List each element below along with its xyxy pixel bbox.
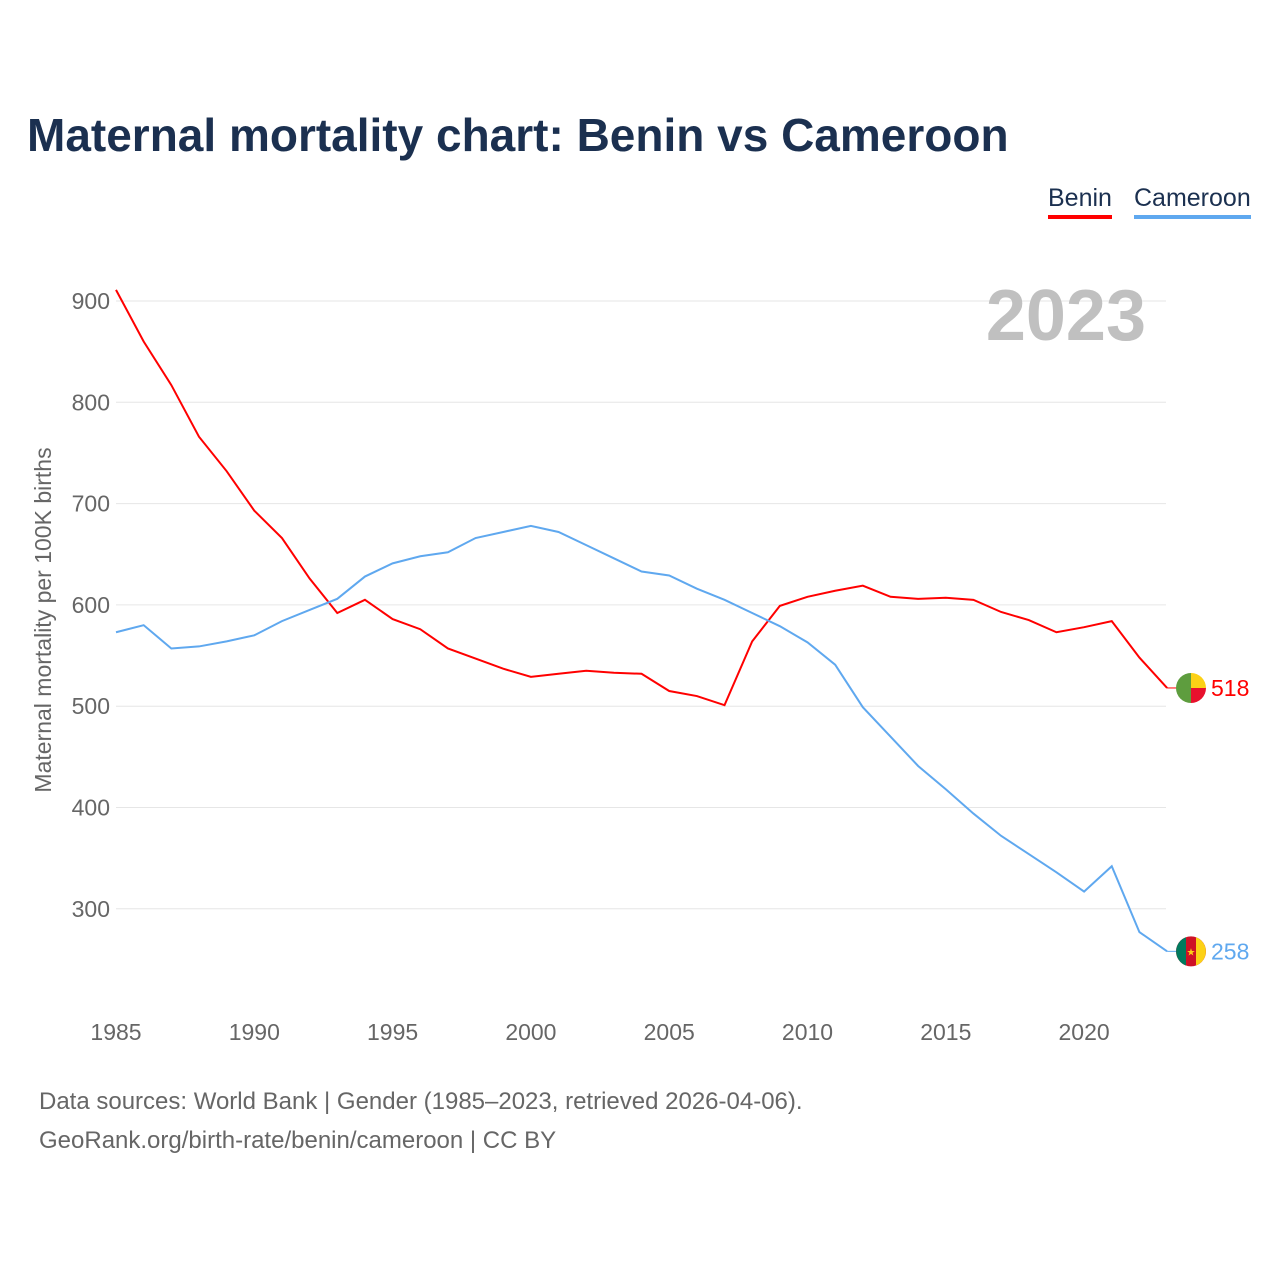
end-value-label: 518 bbox=[1211, 675, 1249, 701]
x-tick-label: 2005 bbox=[644, 1019, 695, 1045]
benin-flag-icon bbox=[1191, 687, 1206, 703]
benin-flag-icon bbox=[1176, 672, 1191, 703]
year-label: 2023 bbox=[986, 276, 1146, 356]
y-tick-label: 400 bbox=[72, 795, 110, 821]
cameroon-flag-icon bbox=[1176, 937, 1186, 966]
x-tick-label: 2000 bbox=[505, 1019, 556, 1045]
x-tick-label: 2015 bbox=[920, 1019, 971, 1045]
x-tick-label: 1990 bbox=[229, 1019, 280, 1045]
source-note: Data sources: World Bank | Gender (1985–… bbox=[39, 1088, 803, 1115]
star-icon: ★ bbox=[1187, 947, 1196, 958]
x-tick-label: 2020 bbox=[1059, 1019, 1110, 1045]
x-tick-label: 1985 bbox=[90, 1019, 141, 1045]
y-tick-label: 800 bbox=[72, 389, 110, 415]
series-line-benin bbox=[115, 289, 1168, 707]
cameroon-flag-icon bbox=[1196, 937, 1206, 966]
x-tick-label: 1995 bbox=[367, 1019, 418, 1045]
benin-flag-icon bbox=[1191, 672, 1206, 688]
y-tick-label: 300 bbox=[72, 896, 110, 922]
y-tick-label: 600 bbox=[72, 592, 110, 618]
legend-cameroon[interactable]: Cameroon bbox=[1134, 184, 1251, 219]
end-value-label: 258 bbox=[1211, 938, 1249, 964]
y-tick-label: 900 bbox=[72, 288, 110, 314]
series-line-cameroon bbox=[115, 524, 1168, 953]
legend-benin[interactable]: Benin bbox=[1048, 184, 1112, 219]
y-tick-label: 700 bbox=[72, 491, 110, 517]
y-axis-label: Maternal mortality per 100K births bbox=[30, 447, 56, 792]
chart-title: Maternal mortality chart: Benin vs Camer… bbox=[27, 109, 1009, 161]
x-tick-label: 2010 bbox=[782, 1019, 833, 1045]
source-link[interactable]: GeoRank.org/birth-rate/benin/cameroon | … bbox=[39, 1127, 557, 1154]
y-tick-label: 500 bbox=[72, 693, 110, 719]
